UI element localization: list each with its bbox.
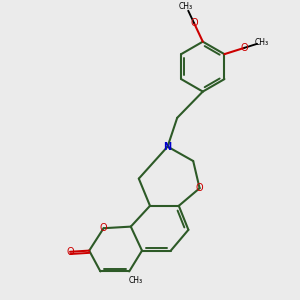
Text: O: O [100,223,107,233]
Text: CH₃: CH₃ [255,38,269,47]
Text: O: O [196,183,203,193]
Text: N: N [164,142,172,152]
Text: O: O [240,43,248,53]
Text: O: O [66,247,74,257]
Text: CH₃: CH₃ [129,276,143,285]
Text: CH₃: CH₃ [179,2,193,11]
Text: O: O [190,18,198,28]
